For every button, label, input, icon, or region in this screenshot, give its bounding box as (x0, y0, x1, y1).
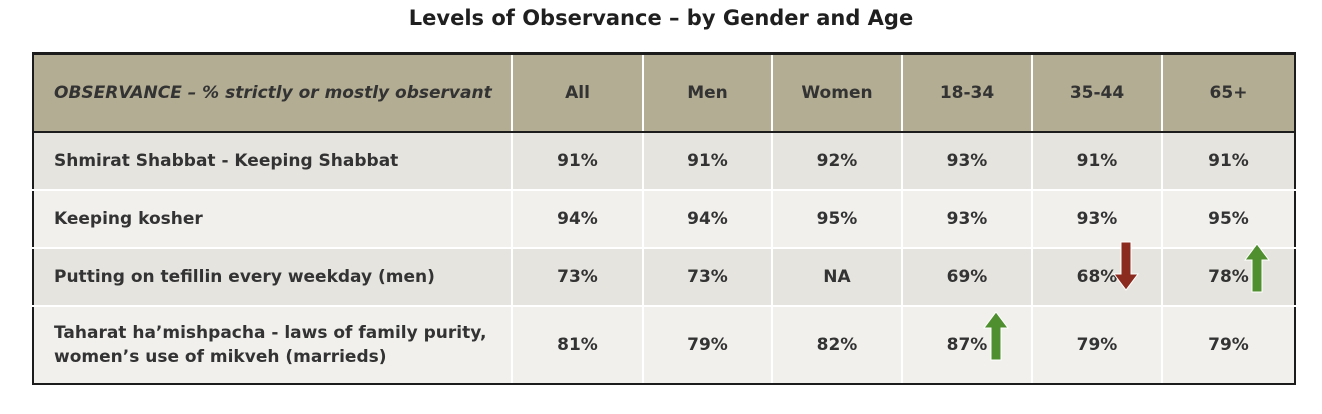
data-cell: NA (771, 248, 903, 307)
cell-value: 91% (687, 151, 728, 171)
cell-value-wrap: 91% (1077, 151, 1118, 171)
cell-value: 93% (946, 151, 988, 171)
table-body: Shmirat Shabbat - Keeping Shabbat 91% 91% 9… (32, 132, 1296, 385)
cell-value-wrap: 68% (1076, 241, 1139, 291)
cell-value: 93% (1076, 209, 1118, 229)
cell-value-wrap: 91% (557, 151, 598, 171)
cell-value-wrap: 95% (1208, 209, 1249, 229)
cell-value-wrap: 92% (817, 151, 858, 171)
cell-value: 92% (816, 151, 858, 171)
data-cell: 94% (642, 190, 773, 249)
cell-value-wrap: 94% (687, 209, 728, 229)
data-cell: 73% (642, 248, 773, 307)
data-cell: 95% (1161, 190, 1296, 249)
cell-value-wrap: 93% (1077, 209, 1118, 229)
data-cell: 82% (771, 306, 903, 385)
cell-value-wrap: 95% (817, 209, 858, 229)
header-women: Women (771, 52, 903, 133)
row-label: Keeping kosher (32, 190, 513, 249)
cell-value: 91% (557, 151, 598, 171)
header-observance: OBSERVANCE – % strictly or mostly observ… (32, 52, 513, 133)
data-cell: 81% (511, 306, 644, 385)
header-65-plus: 65+ (1161, 52, 1296, 133)
cell-value-wrap: 87% (946, 311, 1009, 361)
trend-down-arrow-icon (1112, 241, 1139, 291)
cell-value-wrap: 93% (947, 151, 988, 171)
cell-value: 68% (1076, 267, 1118, 287)
data-cell: 73% (511, 248, 644, 307)
cell-value: 93% (946, 209, 988, 229)
cell-value: 79% (1076, 335, 1118, 355)
cell-value: 94% (557, 209, 598, 229)
cell-value: 82% (816, 335, 858, 355)
header-all: All (511, 52, 644, 133)
cell-value: 81% (557, 335, 598, 355)
cell-value: 69% (946, 267, 988, 287)
cell-value: 91% (1208, 151, 1249, 171)
cell-value-wrap: 91% (687, 151, 728, 171)
cell-value-wrap: 79% (1208, 335, 1249, 355)
header-18-34: 18-34 (901, 52, 1033, 133)
cell-value: 91% (1076, 151, 1118, 171)
table-row: Taharat ha’mishpacha - laws of family pu… (32, 306, 1296, 385)
data-cell: 79% (1161, 306, 1296, 385)
table-header-row: OBSERVANCE – % strictly or mostly observ… (32, 52, 1296, 133)
data-cell: 95% (771, 190, 903, 249)
cell-value-wrap: 69% (947, 267, 988, 287)
cell-value-wrap: 82% (817, 335, 858, 355)
cell-value: NA (823, 267, 851, 287)
trend-up-arrow-icon (982, 311, 1009, 361)
cell-value: 79% (687, 335, 728, 355)
data-cell: 91% (1031, 132, 1163, 191)
cell-value-wrap: 81% (557, 335, 598, 355)
cell-value-wrap: NA (823, 267, 850, 287)
table-row: Putting on tefillin every weekday (men) 7… (32, 241, 1296, 307)
cell-value-wrap: 93% (947, 209, 988, 229)
cell-value: 95% (816, 209, 858, 229)
cell-value: 87% (946, 335, 988, 355)
data-cell: 79% (1031, 306, 1163, 385)
cell-value: 95% (1208, 209, 1249, 229)
cell-value-wrap: 73% (557, 267, 598, 287)
header-men: Men (642, 52, 773, 133)
data-cell: 93% (901, 190, 1033, 249)
cell-value-wrap: 79% (687, 335, 728, 355)
cell-value: 73% (687, 267, 728, 287)
header-35-44: 35-44 (1031, 52, 1163, 133)
cell-value: 79% (1208, 335, 1249, 355)
data-cell: 91% (642, 132, 773, 191)
cell-value: 73% (557, 267, 598, 287)
cell-value: 78% (1208, 267, 1249, 287)
cell-value-wrap: 94% (557, 209, 598, 229)
data-cell: 78% (1161, 243, 1296, 307)
cell-value: 94% (687, 209, 728, 229)
data-cell: 91% (1161, 132, 1296, 191)
data-cell: 87% (901, 306, 1033, 385)
table-row: Keeping kosher 94% 94% 95% 93% 93% 95% (32, 190, 1296, 249)
observance-table: OBSERVANCE – % strictly or mostly observ… (32, 52, 1296, 385)
data-cell: 93% (1031, 190, 1163, 249)
data-cell: 69% (901, 248, 1033, 307)
cell-value-wrap: 91% (1208, 151, 1249, 171)
trend-up-arrow-icon (1244, 243, 1271, 293)
cell-value-wrap: 73% (687, 267, 728, 287)
data-cell: 91% (511, 132, 644, 191)
table-row: Shmirat Shabbat - Keeping Shabbat 91% 91% 9… (32, 132, 1296, 191)
data-cell: 94% (511, 190, 644, 249)
cell-value-wrap: 78% (1208, 243, 1271, 293)
row-label: Shmirat Shabbat - Keeping Shabbat (32, 132, 513, 191)
data-cell: 68% (1031, 241, 1163, 307)
chart-title: Levels of Observance – by Gender and Age (408, 6, 914, 30)
row-label: Taharat ha’mishpacha - laws of family pu… (32, 306, 513, 385)
data-cell: 92% (771, 132, 903, 191)
cell-value-wrap: 79% (1077, 335, 1118, 355)
data-cell: 79% (642, 306, 773, 385)
row-label: Putting on tefillin every weekday (men) (32, 248, 513, 307)
data-cell: 93% (901, 132, 1033, 191)
